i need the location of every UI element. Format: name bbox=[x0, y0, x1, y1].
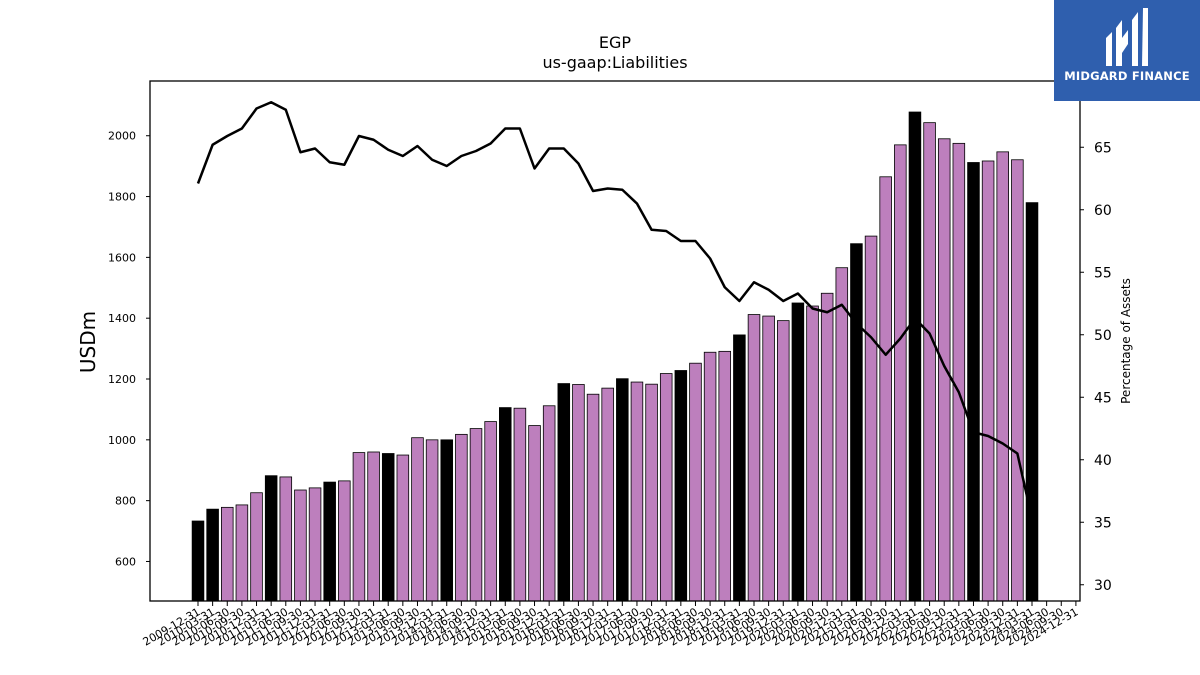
y-tick-label-1800: 1800 bbox=[108, 191, 136, 204]
bar-2009-12-31 bbox=[191, 520, 205, 602]
bar-2016-12-31 bbox=[601, 387, 614, 602]
y2-tick-label-50: 50 bbox=[1094, 328, 1112, 344]
y2-tick-label-60: 60 bbox=[1094, 203, 1112, 219]
line-group bbox=[196, 101, 1034, 519]
bar-2022-06-30 bbox=[923, 122, 936, 602]
bar-2012-12-31 bbox=[367, 451, 380, 602]
y2-tick-label-35: 35 bbox=[1094, 515, 1112, 531]
y2-tick-label-40: 40 bbox=[1094, 453, 1112, 469]
bar-2014-12-31 bbox=[484, 421, 497, 602]
bar-2019-09-30 bbox=[762, 315, 775, 602]
bar-2024-03-31 bbox=[1025, 202, 1039, 602]
bar-2018-12-31 bbox=[718, 350, 731, 602]
bar-2015-12-31 bbox=[542, 405, 556, 602]
y2-axis-label: Percentage of Assets bbox=[1119, 278, 1133, 404]
y-tick-label-2000: 2000 bbox=[108, 130, 136, 143]
bar-2018-09-30 bbox=[703, 351, 717, 602]
y2-tick-label-30: 30 bbox=[1094, 578, 1112, 594]
bar-2014-09-30 bbox=[469, 428, 483, 602]
bar-2020-09-30 bbox=[820, 292, 834, 602]
bar-2018-03-31 bbox=[674, 370, 688, 602]
y2-axis: 30 35 40 45 50 55 60 65 bbox=[1080, 140, 1112, 594]
bar-2011-09-30 bbox=[294, 489, 307, 602]
bar-2017-12-31 bbox=[659, 373, 673, 602]
bar-2023-06-30 bbox=[981, 160, 995, 602]
bar-2010-09-30 bbox=[235, 504, 249, 602]
y2-tick-label-45: 45 bbox=[1094, 390, 1112, 406]
bar-2013-06-30 bbox=[396, 454, 410, 602]
bar-2022-09-30 bbox=[937, 138, 951, 602]
bar-2016-09-30 bbox=[586, 393, 600, 602]
bar-2010-12-31 bbox=[250, 492, 263, 602]
bar-2010-03-31 bbox=[206, 508, 219, 602]
bar-2013-03-31 bbox=[381, 453, 395, 602]
y-tick-label-1400: 1400 bbox=[108, 312, 136, 325]
bar-2021-06-30 bbox=[864, 235, 878, 602]
bar-2011-03-31 bbox=[264, 475, 278, 602]
bar-2016-06-30 bbox=[572, 384, 585, 602]
bar-2010-06-30 bbox=[221, 506, 234, 602]
bar-2019-06-30 bbox=[747, 314, 761, 602]
bar-2013-12-31 bbox=[425, 439, 439, 602]
plot-frame bbox=[149, 80, 1081, 602]
bar-2014-06-30 bbox=[455, 433, 468, 602]
bar-2021-09-30 bbox=[879, 176, 892, 602]
y-tick-label-800: 800 bbox=[115, 495, 136, 508]
bar-2023-12-31 bbox=[1011, 159, 1024, 602]
y2-tick-label-65: 65 bbox=[1094, 140, 1112, 156]
bar-2014-03-31 bbox=[440, 439, 453, 602]
bar-2021-12-31 bbox=[894, 144, 907, 602]
bar-2012-09-30 bbox=[352, 452, 366, 602]
bar-2019-03-31 bbox=[733, 334, 746, 602]
bar-2020-03-31 bbox=[791, 302, 805, 602]
logo-mark-icon bbox=[1106, 8, 1148, 66]
bar-2020-06-30 bbox=[806, 305, 819, 602]
bar-2019-12-31 bbox=[777, 320, 790, 602]
bar-2016-03-31 bbox=[557, 383, 571, 602]
bar-2018-06-30 bbox=[689, 362, 702, 602]
y-axis-label: USDm bbox=[76, 311, 100, 373]
bar-2012-03-31 bbox=[323, 481, 336, 602]
bar-2015-06-30 bbox=[513, 407, 527, 602]
bars-group bbox=[191, 111, 1039, 602]
bar-2022-12-31 bbox=[952, 142, 966, 602]
bar-2015-09-30 bbox=[528, 425, 541, 602]
y-axis: 600 800 1000 1200 1400 1600 1800 2000 bbox=[108, 130, 150, 568]
bar-2013-09-30 bbox=[411, 437, 424, 602]
midgard-finance-logo: MIDGARD FINANCE bbox=[1054, 0, 1200, 101]
chart-title: EGP bbox=[599, 33, 632, 52]
bar-2012-06-30 bbox=[338, 480, 351, 602]
logo-text: MIDGARD FINANCE bbox=[1064, 69, 1190, 83]
bar-2023-03-31 bbox=[967, 162, 980, 602]
y-tick-label-1600: 1600 bbox=[108, 251, 136, 264]
chart-subtitle: us-gaap:Liabilities bbox=[542, 53, 687, 72]
y2-tick-label-55: 55 bbox=[1094, 265, 1112, 281]
series-line-percentage-of-assets bbox=[196, 101, 1034, 519]
bar-2011-06-30 bbox=[279, 476, 293, 602]
y-tick-label-1200: 1200 bbox=[108, 373, 136, 386]
bar-2022-03-31 bbox=[908, 111, 922, 602]
bar-2023-09-30 bbox=[996, 151, 1009, 602]
x-axis: 2009-12-312010-03-312010-06-302010-09-30… bbox=[141, 601, 1080, 649]
bar-2017-09-30 bbox=[645, 383, 658, 602]
y-tick-label-600: 600 bbox=[115, 555, 136, 568]
bar-2017-03-31 bbox=[616, 378, 629, 602]
bar-2020-12-31 bbox=[835, 267, 849, 602]
y-tick-label-1000: 1000 bbox=[108, 434, 136, 447]
bar-2015-03-31 bbox=[499, 407, 512, 602]
bar-2017-06-30 bbox=[630, 381, 644, 602]
bar-2021-03-31 bbox=[850, 243, 863, 602]
bar-2011-12-31 bbox=[308, 487, 322, 602]
